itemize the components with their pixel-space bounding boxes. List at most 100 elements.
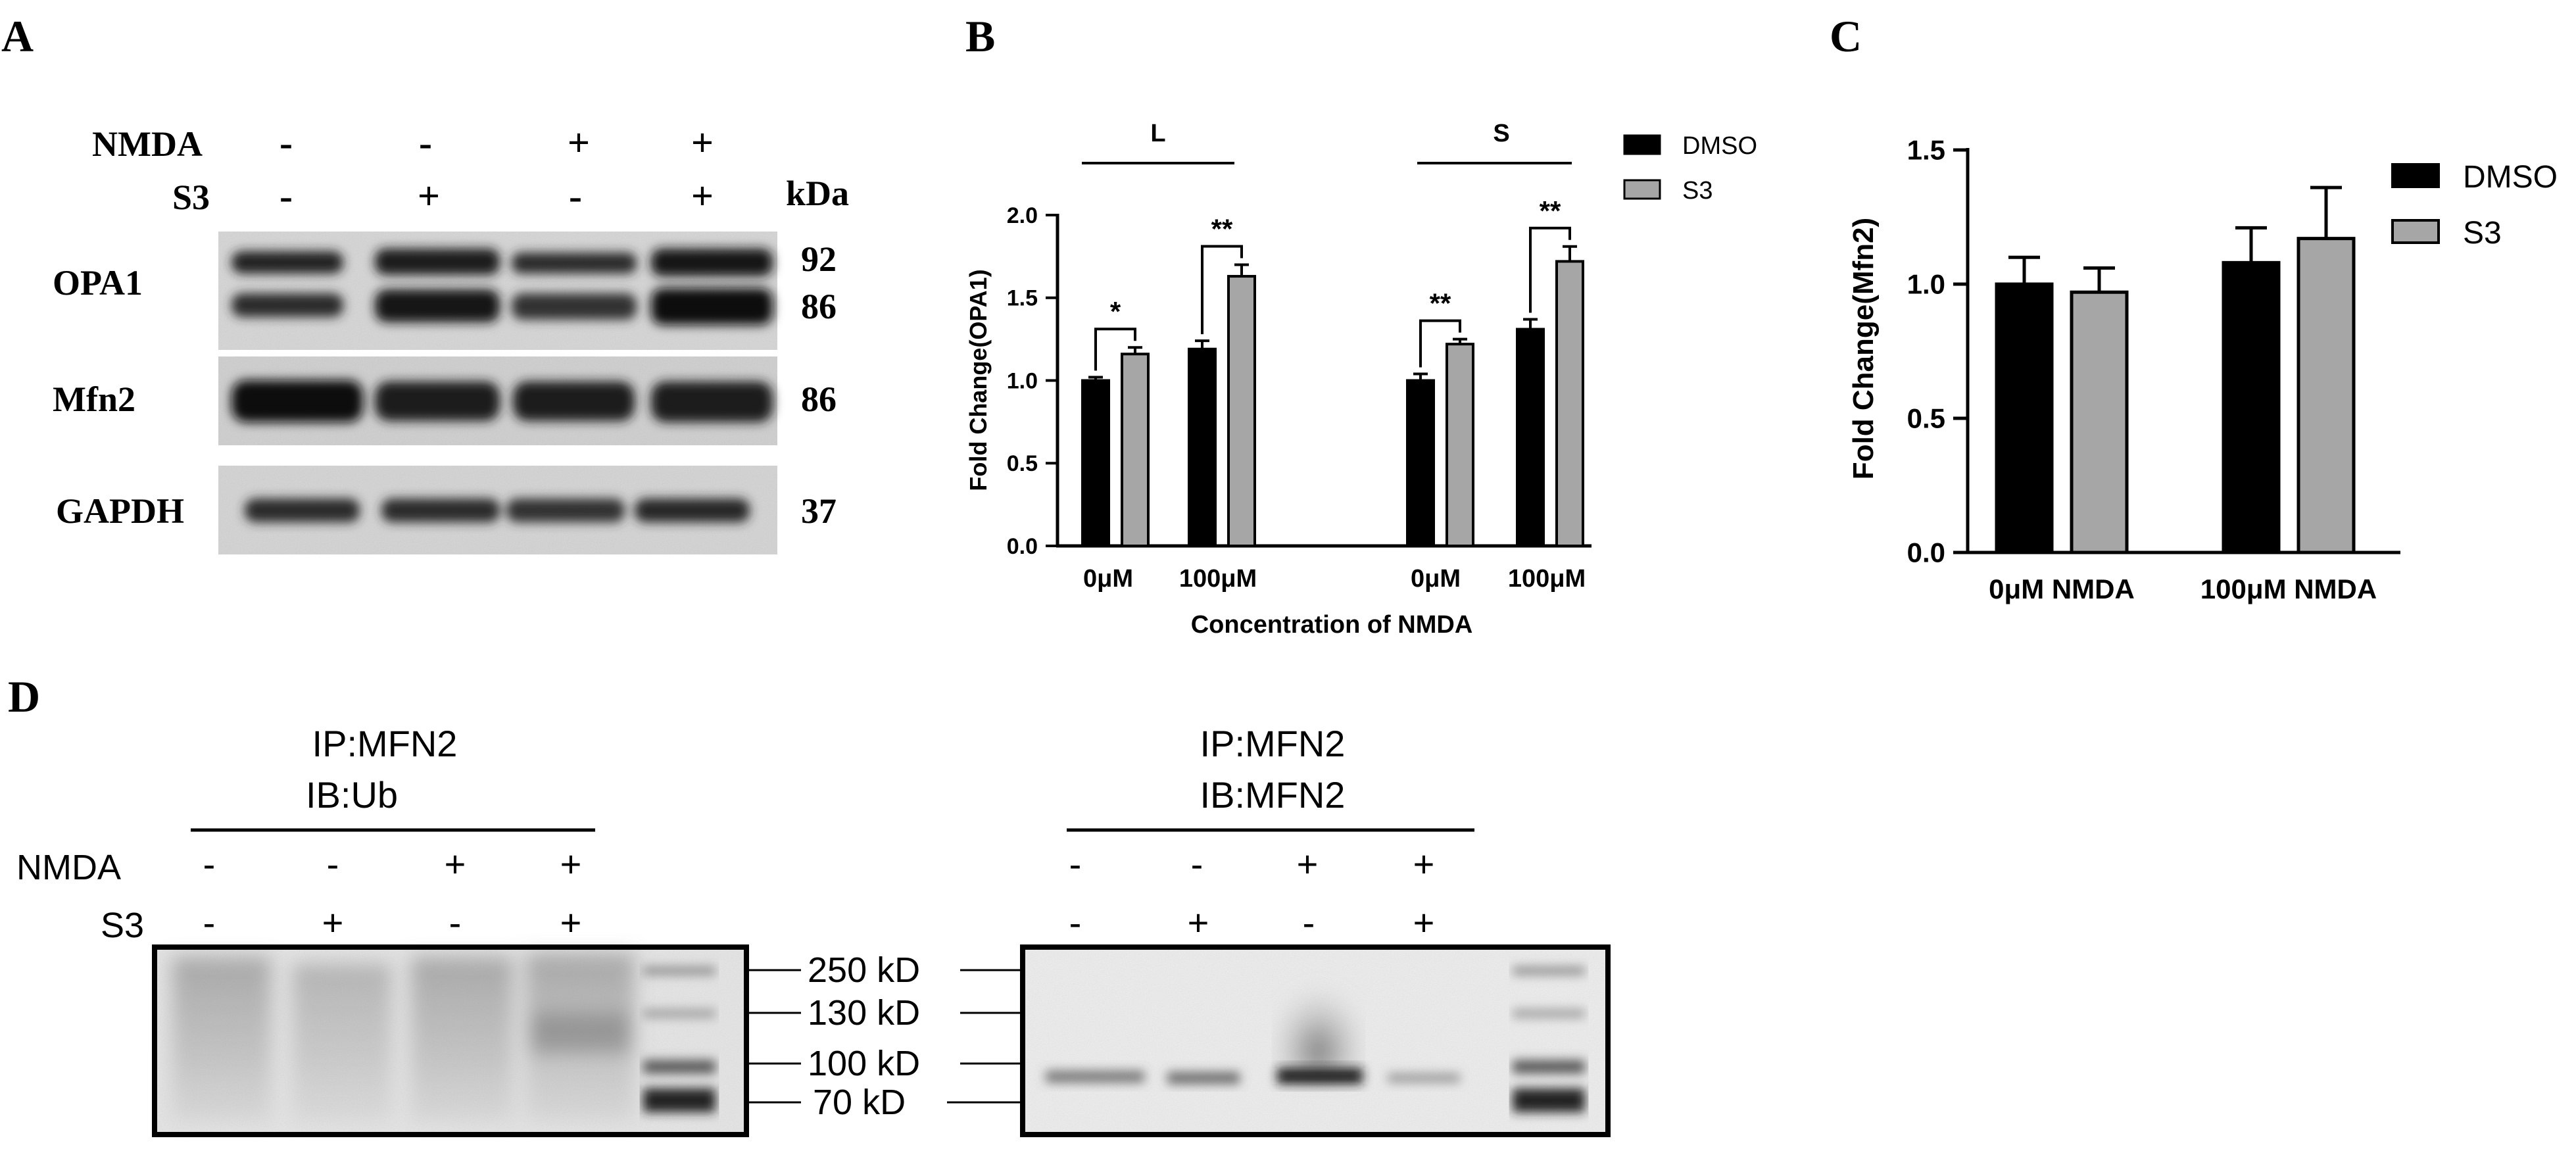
s3-sign: - bbox=[1069, 902, 1082, 943]
chart-c-xtick: 0μM NMDA bbox=[1989, 574, 2135, 604]
blot-gapdh bbox=[218, 466, 777, 554]
s3-sign: - bbox=[569, 174, 582, 218]
blot-label-opa1: OPA1 bbox=[53, 263, 143, 303]
bar-s3 bbox=[2297, 237, 2356, 554]
bar-dmso bbox=[1516, 328, 1545, 547]
panel-label-b: B bbox=[965, 11, 995, 61]
y-tick-label: 0.5 bbox=[1007, 451, 1038, 476]
bar-dmso bbox=[2222, 260, 2281, 554]
significance-bracket bbox=[1529, 226, 1571, 313]
chart-b-yticks: 0.0 0.5 1.0 1.5 2.0 bbox=[1007, 203, 1057, 559]
group-l: L bbox=[1082, 120, 1234, 164]
kda-value: 86 bbox=[801, 287, 837, 326]
bar-dmso bbox=[1995, 282, 2054, 554]
legend-label-s3: S3 bbox=[1682, 177, 1713, 205]
significance-label: ** bbox=[1430, 288, 1451, 319]
ladder-lanes bbox=[1513, 967, 1585, 1112]
chart-c-xtick: 100μM NMDA bbox=[2200, 574, 2377, 604]
legend-label-s3: S3 bbox=[2463, 216, 2502, 251]
significance-bracket bbox=[1419, 319, 1461, 368]
bar-s3 bbox=[1446, 343, 1474, 547]
blot-ip-ub bbox=[152, 944, 749, 1137]
chart-b-xtick: 100μM bbox=[1508, 565, 1586, 593]
right-blot-title-ib: IB:MFN2 bbox=[1200, 774, 1346, 816]
chart-b-ylabel: Fold Change(OPA1) bbox=[965, 269, 992, 491]
s3-row-label: S3 bbox=[172, 178, 210, 217]
chart-b-bars: ******* bbox=[1081, 195, 1584, 548]
s3-sign: + bbox=[560, 902, 582, 943]
y-tick-label: 0.0 bbox=[1907, 537, 1945, 568]
s3-sign: + bbox=[1413, 902, 1435, 943]
nmda-row-label: NMDA bbox=[16, 848, 121, 887]
s3-sign: + bbox=[1188, 902, 1209, 943]
nmda-sign: + bbox=[1297, 843, 1319, 885]
s3-row-label: S3 bbox=[101, 906, 144, 945]
chart-c-bars bbox=[1995, 185, 2356, 554]
marker-label: 250 kD bbox=[808, 950, 920, 990]
y-tick-label: 1.5 bbox=[1007, 286, 1038, 311]
s3-sign: - bbox=[449, 902, 462, 943]
left-blot-title-ip: IP:MFN2 bbox=[312, 723, 458, 764]
nmda-sign: - bbox=[1069, 843, 1082, 885]
legend-swatch-s3 bbox=[2391, 219, 2440, 244]
chart-c: 0.0 0.5 1.0 1.5 0μM NMDA 100μM NMDA Fold Ch… bbox=[1847, 135, 2558, 604]
chart-c-ylabel: Fold Change(Mfn2) bbox=[1847, 218, 1880, 479]
blot-opa1 bbox=[218, 232, 777, 350]
panel-label-d: D bbox=[8, 672, 40, 722]
nmda-sign: - bbox=[1191, 843, 1203, 885]
significance-bracket bbox=[1094, 328, 1136, 371]
nmda-sign: - bbox=[279, 121, 293, 164]
chart-b-xtick: 0μM bbox=[1411, 565, 1461, 593]
s3-sign: + bbox=[418, 174, 440, 218]
nmda-sign: + bbox=[445, 843, 466, 885]
panel-label-a: A bbox=[1, 11, 34, 61]
chart-b-xlabel: Concentration of NMDA bbox=[1191, 611, 1473, 639]
legend-label-dmso: DMSO bbox=[2463, 160, 2558, 195]
nmda-sign: - bbox=[327, 843, 339, 885]
kda-label: kDa bbox=[786, 174, 849, 213]
legend-swatch-dmso bbox=[2391, 163, 2440, 188]
significance-bracket bbox=[1201, 245, 1243, 335]
nmda-sign: + bbox=[1413, 843, 1435, 885]
kda-value: 92 bbox=[801, 239, 837, 279]
group-label-l: L bbox=[1150, 120, 1165, 147]
bar-s3 bbox=[2070, 290, 2129, 554]
bar-dmso bbox=[1406, 379, 1435, 547]
kda-value: 37 bbox=[801, 491, 837, 531]
ladder-lanes bbox=[643, 967, 716, 1112]
marker-label: 130 kD bbox=[808, 993, 920, 1033]
kda-value: 86 bbox=[801, 380, 837, 419]
nmda-row-label: NMDA bbox=[92, 124, 203, 164]
nmda-sign: + bbox=[568, 121, 590, 164]
panel-a: NMDA S3 - - + + - + - + kDa OPA1 92 bbox=[53, 121, 849, 554]
chart-c-legend: DMSO S3 bbox=[2391, 160, 2558, 251]
s3-sign: - bbox=[1303, 902, 1315, 943]
bar-s3 bbox=[1555, 260, 1584, 547]
significance-label: ** bbox=[1211, 213, 1233, 244]
nmda-sign: - bbox=[203, 843, 216, 885]
marker-label: 70 kD bbox=[813, 1083, 906, 1122]
nmda-sign: - bbox=[419, 121, 432, 164]
bar-dmso bbox=[1188, 347, 1217, 548]
bar-s3 bbox=[1121, 353, 1150, 547]
blot-ip-mfn2 bbox=[1020, 944, 1611, 1137]
blot-label-mfn2: Mfn2 bbox=[53, 380, 135, 419]
legend-swatch-s3 bbox=[1623, 179, 1661, 200]
chart-b-legend: DMSO S3 bbox=[1623, 132, 1757, 205]
s3-sign: + bbox=[691, 174, 714, 218]
s3-sign: - bbox=[203, 902, 216, 943]
y-tick-label: 1.0 bbox=[1007, 368, 1038, 393]
chart-b: 0.00.51.01.52.0 ******* L S 0μM 100μM 0μ… bbox=[965, 120, 1757, 639]
s3-sign: + bbox=[322, 902, 344, 943]
s3-sign: - bbox=[279, 174, 293, 218]
legend-label-dmso: DMSO bbox=[1682, 132, 1757, 160]
group-s: S bbox=[1417, 120, 1572, 164]
chart-b-xtick: 0μM bbox=[1083, 565, 1133, 593]
y-tick-label: 1.5 bbox=[1907, 135, 1945, 166]
right-blot-title-ip: IP:MFN2 bbox=[1200, 723, 1346, 764]
group-label-s: S bbox=[1493, 120, 1509, 147]
bar-s3 bbox=[1227, 275, 1256, 547]
left-blot-title-ib: IB:Ub bbox=[306, 774, 398, 816]
chart-b-xtick: 100μM bbox=[1179, 565, 1257, 593]
